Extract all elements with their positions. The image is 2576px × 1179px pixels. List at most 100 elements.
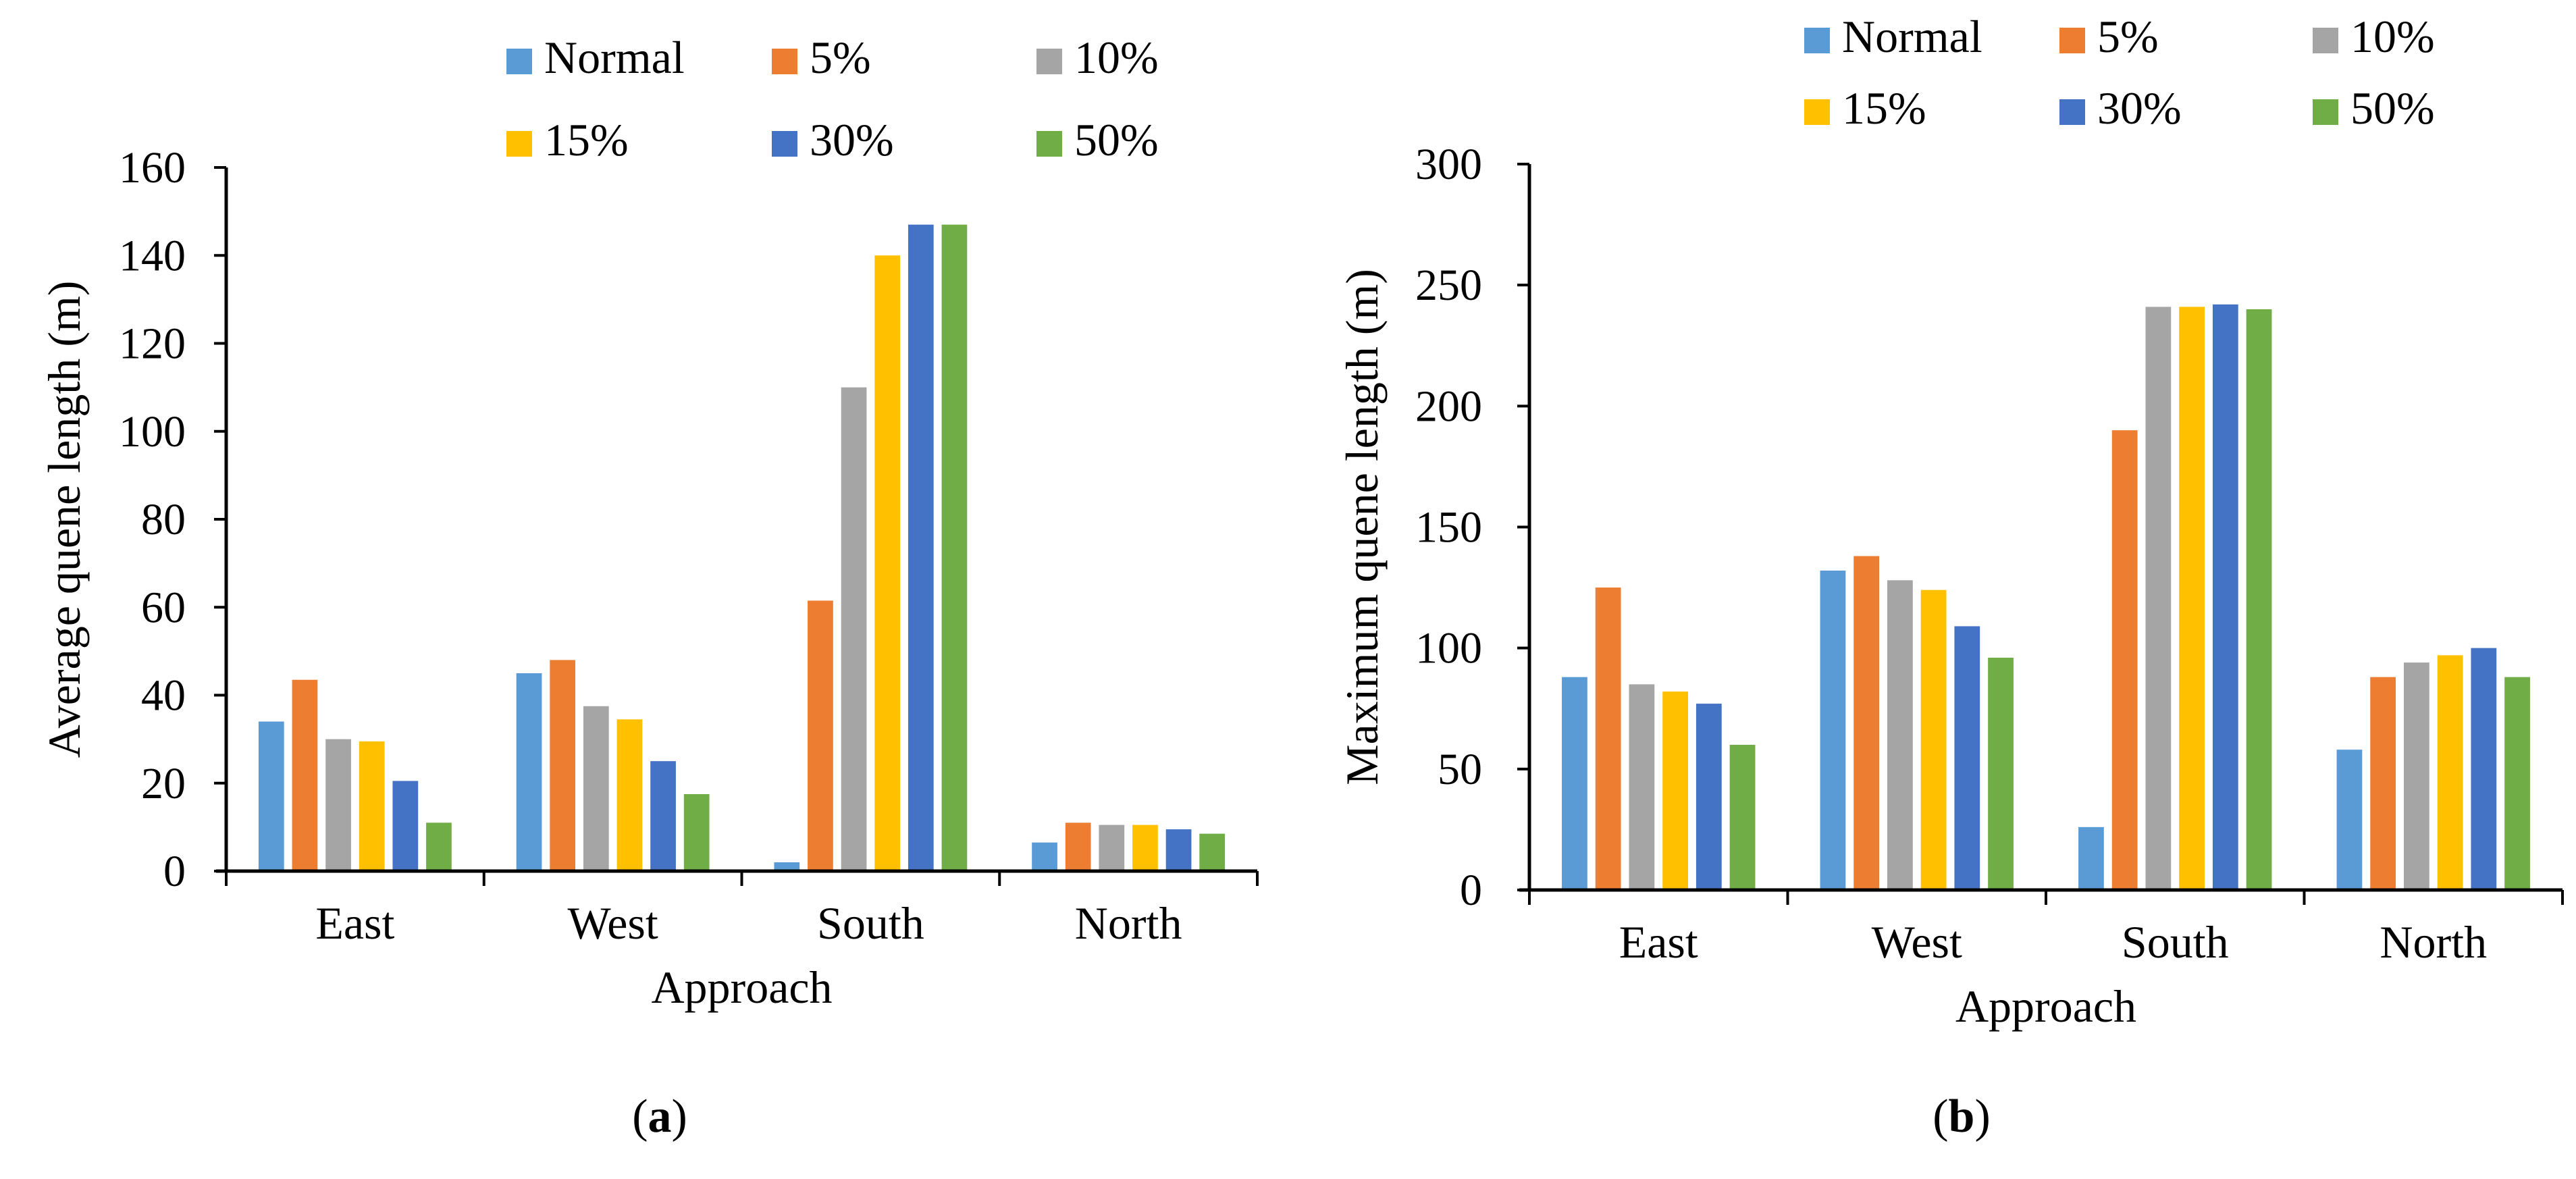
legend-label: 10% — [2350, 11, 2435, 62]
x-tick-label: South — [817, 897, 924, 949]
bar-west-10pct — [1887, 580, 1913, 890]
y-tick-label: 200 — [1415, 382, 1482, 431]
y-tick-label: 60 — [141, 583, 186, 632]
legend-swatch — [506, 131, 532, 157]
x-tick-label: West — [1872, 916, 1962, 968]
panel-label-letter: b — [1949, 1091, 1975, 1143]
bar-north-normal — [2336, 750, 2363, 890]
y-tick-label: 300 — [1415, 140, 1482, 189]
chart-panel-a: 0 20 40 60 80 100 120 140 160 East West South North A… — [38, 32, 1259, 1143]
x-tick-label: East — [315, 897, 394, 949]
y-tick-label: 250 — [1415, 261, 1482, 310]
legend-swatch — [2059, 28, 2085, 53]
bar-north-normal — [1032, 842, 1057, 871]
y-tick-label: 100 — [119, 407, 186, 456]
legend-label: 10% — [1074, 32, 1159, 83]
bar-south-30pct — [2212, 304, 2238, 890]
bar-north-50pct — [1199, 833, 1226, 871]
bar-north-30pct — [1165, 829, 1192, 871]
x-tick-label: South — [2122, 916, 2229, 968]
legend-swatch — [1036, 49, 1062, 74]
bar-north-10pct — [2403, 662, 2429, 890]
bar-south-15pct — [874, 255, 901, 871]
legend-label: 50% — [2350, 82, 2435, 134]
panel-label-letter: a — [648, 1091, 672, 1143]
bar-west-normal — [1820, 571, 1846, 890]
legend-label: Normal — [1842, 11, 1982, 62]
bar-west-10pct — [583, 706, 609, 871]
bar-east-30pct — [392, 781, 419, 871]
bar-north-15pct — [1132, 824, 1158, 871]
bar-south-10pct — [841, 387, 867, 871]
bar-north-10pct — [1099, 824, 1125, 871]
bar-north-50pct — [2504, 677, 2530, 890]
bar-west-15pct — [1920, 590, 1947, 890]
panel-label: (b) — [1933, 1091, 1991, 1143]
legend-label: 15% — [544, 114, 629, 165]
bar-west-50pct — [1988, 658, 2014, 890]
legend-swatch — [1804, 28, 1830, 53]
x-axis-title: Approach — [1955, 980, 2136, 1032]
bar-west-normal — [516, 673, 542, 871]
bar-south-30pct — [908, 224, 934, 872]
bar-east-normal — [1562, 677, 1587, 890]
y-tick-label: 50 — [1438, 745, 1482, 794]
bar-east-30pct — [1696, 704, 1722, 890]
y-tick-label: 140 — [119, 231, 186, 280]
legend-swatch — [1036, 131, 1062, 157]
legend-label: 5% — [2097, 11, 2159, 62]
bar-north-5pct — [2370, 677, 2396, 890]
x-axis-title: Approach — [651, 962, 832, 1013]
bar-west-30pct — [650, 761, 676, 871]
bar-south-5pct — [2111, 430, 2138, 890]
bar-east-normal — [258, 721, 284, 871]
bar-east-50pct — [426, 822, 452, 871]
y-axis-title: Average quene length (m) — [38, 281, 90, 758]
y-tick-label: 160 — [119, 143, 186, 192]
bar-east-5pct — [1595, 587, 1621, 890]
y-axis-title: Maximum quene length (m) — [1336, 269, 1388, 785]
legend-label: 5% — [810, 32, 871, 83]
y-tick-label: 0 — [163, 847, 186, 896]
legend-swatch — [2313, 99, 2338, 125]
legend-label: Normal — [544, 32, 685, 83]
y-tick-label: 120 — [119, 319, 186, 369]
legend-swatch — [772, 49, 797, 74]
bar-west-5pct — [1854, 556, 1880, 890]
x-tick-label: East — [1619, 916, 1698, 968]
legend-label: 30% — [810, 114, 894, 165]
bar-south-10pct — [2145, 307, 2172, 891]
bar-west-5pct — [550, 660, 576, 871]
x-tick-label: North — [1075, 897, 1182, 949]
y-tick-label: 20 — [141, 759, 186, 808]
bar-south-normal — [774, 862, 800, 871]
bar-east-15pct — [359, 741, 385, 871]
legend: Normal 5% 10% 15% 30% 50% — [506, 32, 1159, 165]
bar-south-15pct — [2179, 307, 2205, 891]
legend: Normal 5% 10% 15% 30% 50% — [1804, 11, 2435, 134]
legend-label: 30% — [2097, 82, 2182, 134]
x-tick-label: North — [2380, 916, 2487, 968]
panel-label: (a) — [632, 1091, 687, 1143]
bar-west-50pct — [683, 794, 710, 871]
legend-swatch — [2059, 99, 2085, 125]
legend-swatch — [1804, 99, 1830, 125]
bar-south-normal — [2078, 827, 2104, 890]
y-tick-label: 150 — [1415, 503, 1482, 552]
legend-label: 15% — [1842, 82, 1926, 134]
bar-east-5pct — [292, 679, 318, 871]
x-tick-label: West — [567, 897, 658, 949]
y-tick-label: 100 — [1415, 624, 1482, 673]
bar-east-15pct — [1662, 691, 1689, 890]
bar-east-10pct — [1629, 684, 1655, 890]
bar-south-50pct — [2246, 309, 2272, 890]
bar-north-30pct — [2471, 648, 2497, 890]
legend-swatch — [772, 131, 797, 157]
bar-south-50pct — [941, 224, 968, 872]
chart-panel-b: 0 50 100 150 200 250 300 East West South North Appr… — [1336, 11, 2564, 1143]
bar-east-10pct — [325, 739, 351, 871]
legend-swatch — [2313, 28, 2338, 53]
y-tick-label: 40 — [141, 671, 186, 720]
y-tick-label: 80 — [141, 495, 186, 544]
